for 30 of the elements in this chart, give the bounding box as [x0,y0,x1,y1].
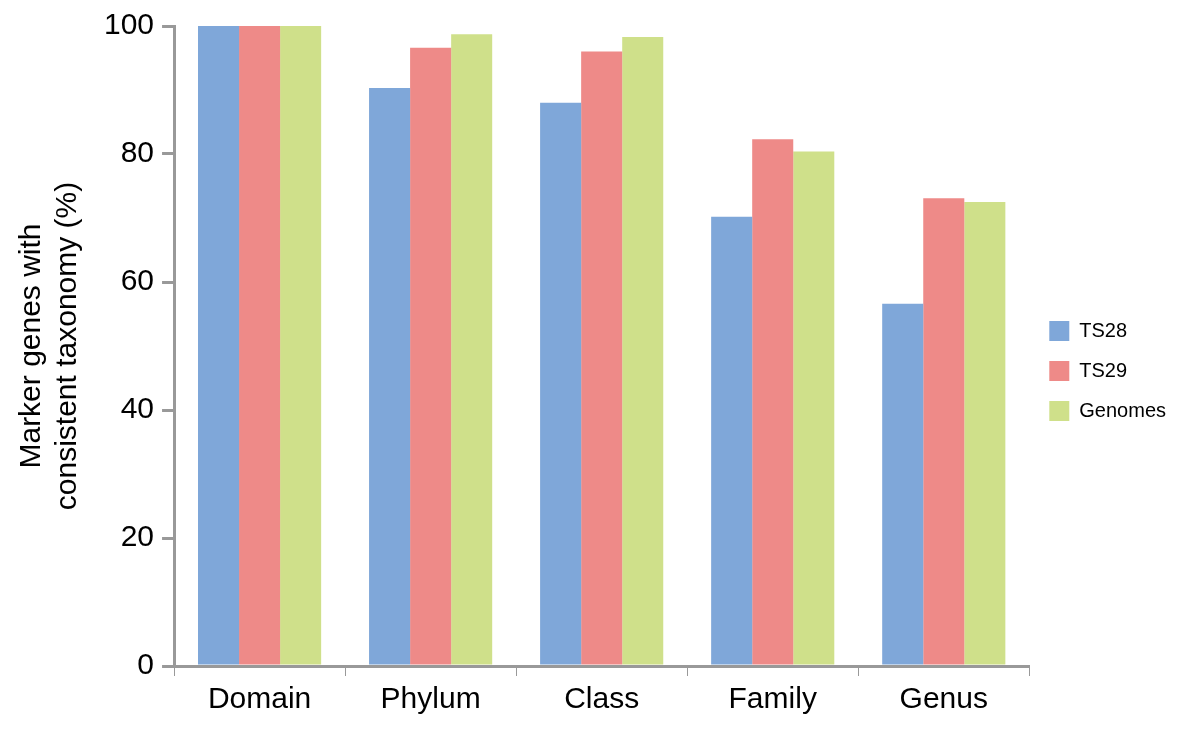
bar [410,47,452,665]
y-tick-label: 100 [103,7,155,41]
bar [581,51,623,665]
bar [540,102,582,665]
x-tick-label: Genus [899,681,988,715]
x-tick-label: Phylum [380,681,481,715]
bar [711,216,753,665]
bar [752,139,794,665]
x-tick-label: Class [564,681,640,715]
bar [369,88,411,665]
y-tick-label: 40 [120,391,155,425]
y-axis-title: Marker genes with consistent taxonomy (%) [13,181,83,511]
legend-label: Genomes [1079,398,1167,421]
bar [451,34,493,665]
y-tick-label: 60 [120,263,155,297]
bar [882,303,924,665]
bar [198,26,240,665]
y-tick-label: 20 [120,519,155,553]
legend-label: TS28 [1079,318,1128,341]
bar [280,26,322,665]
bar [964,202,1006,665]
bar [923,198,965,665]
x-tick-label: Domain [207,681,312,715]
y-tick-label: 80 [120,135,155,169]
legend-label: TS29 [1079,358,1128,381]
bar [622,36,664,665]
bar [793,151,835,665]
bar [239,26,281,665]
y-tick-label: 0 [137,647,155,681]
x-tick-label: Family [728,681,817,715]
